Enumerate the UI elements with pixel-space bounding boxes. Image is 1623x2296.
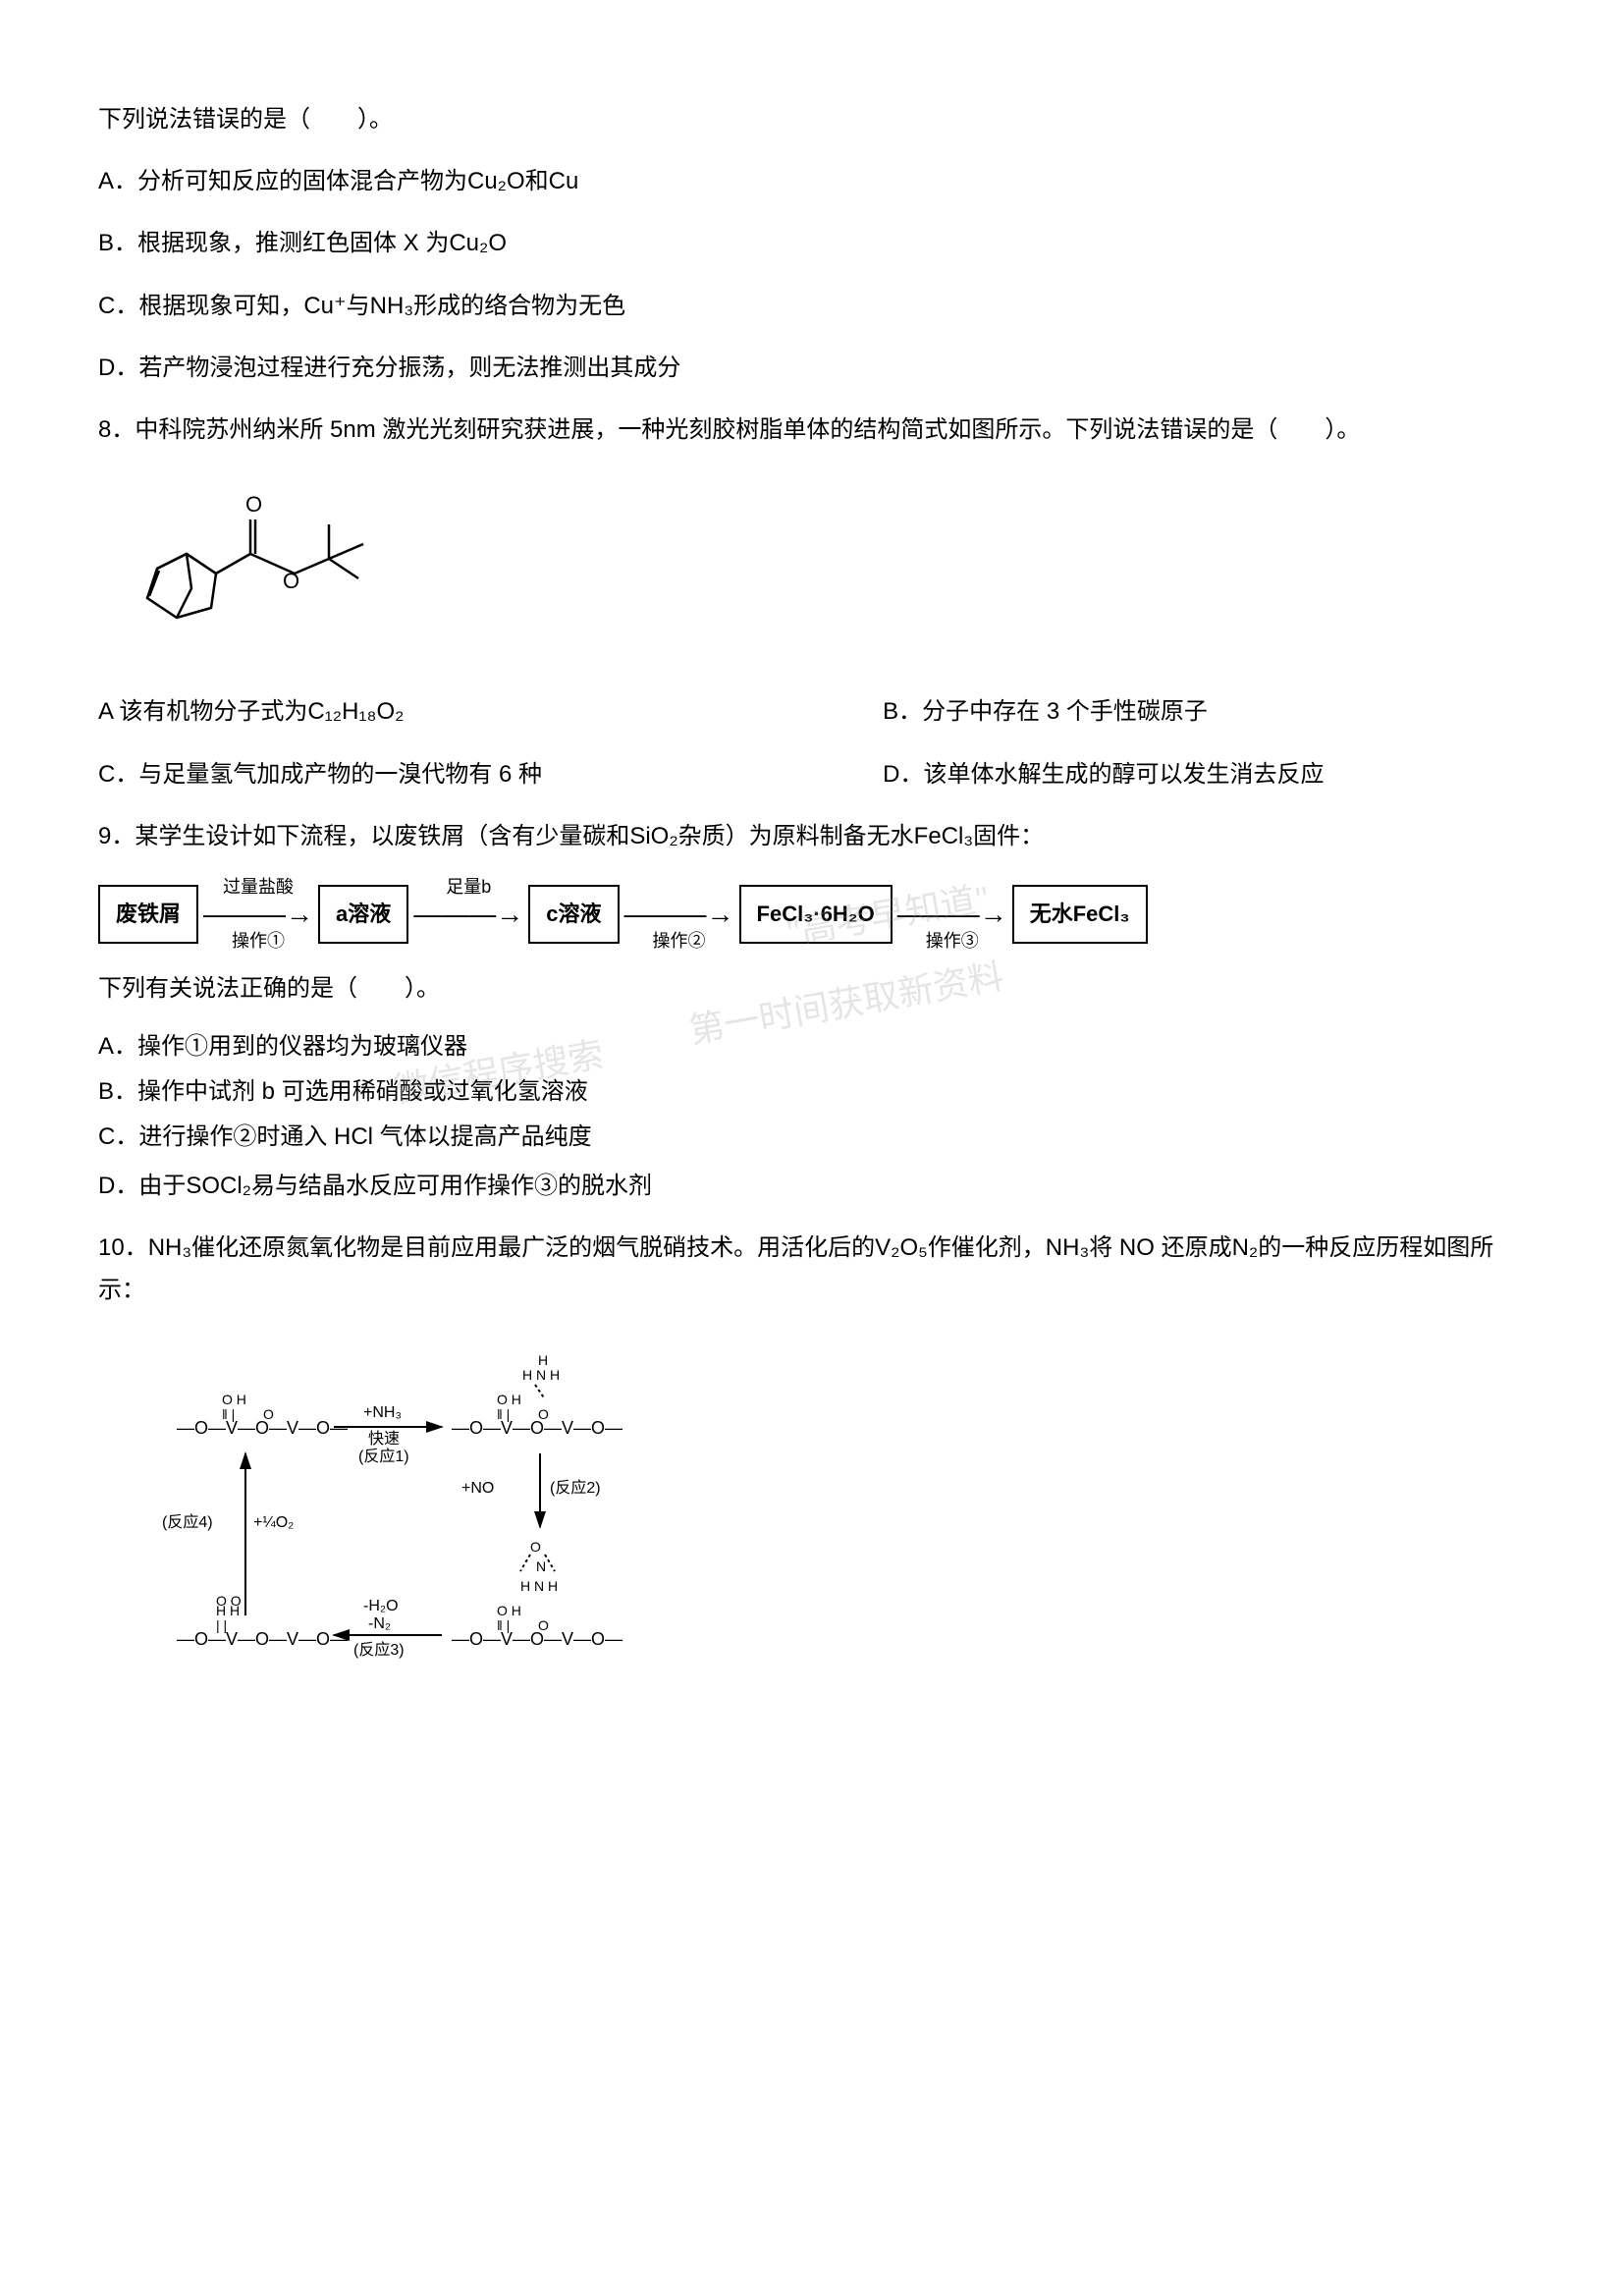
edge1-bottom: 操作① [232,931,285,953]
svg-text:快速: 快速 [368,1430,400,1448]
q9-stem: 9．某学生设计如下流程，以废铁屑（含有少量碳和SiO₂杂质）为原料制备无水FeC… [98,815,1525,857]
q7-option-d: D．若产物浸泡过程进行充分振荡，则无法推测出其成分 [98,347,1525,389]
q7-option-a: A．分析可知反应的固体混合产物为Cu₂O和Cu [98,160,1525,202]
q9-option-c: C．进行操作②时通入 HCl 气体以提高产品纯度 [98,1120,1525,1155]
q8-option-b: B．分子中存在 3 个手性碳原子 [883,690,1525,733]
flow-edge-1: 过量盐酸 ———→ 操作① [203,877,313,953]
q8-option-c: C．与足量氢气加成产物的一溴代物有 6 种 [98,753,883,795]
svg-text:+NH₃: +NH₃ [363,1404,402,1421]
svg-text:—O—V—O—V—O—: —O—V—O—V—O— [452,1629,622,1649]
svg-text:O H: O H [497,1392,521,1407]
svg-text:O: O [538,1406,549,1422]
svg-text:N: N [536,1558,546,1574]
arrow-icon: ———→ [413,898,523,931]
edge4-top [949,877,954,899]
flow-node-5: 无水FeCl₃ [1012,885,1148,944]
svg-text:H N H: H N H [520,1578,558,1594]
arrow-icon: ———→ [624,898,734,931]
svg-text:—O—V—O—V—O—: —O—V—O—V—O— [177,1629,348,1649]
flow-edge-2: 足量b ———→ [413,877,523,953]
svg-text:(反应2): (反应2) [550,1478,601,1497]
svg-text:-H₂O: -H₂O [363,1598,399,1614]
q9-flow-diagram: 废铁屑 过量盐酸 ———→ 操作① a溶液 足量b ———→ c溶液 ———→ … [98,877,1525,953]
q7-stem: 下列说法错误的是（ ）。 [98,98,1525,140]
edge4-bottom: 操作③ [926,931,979,953]
svg-text:O O: O O [216,1593,242,1609]
svg-text:O: O [263,1406,274,1422]
flow-node-4: FeCl₃·6H₂O [739,885,893,944]
svg-text:H: H [538,1352,548,1368]
flow-node-1: 废铁屑 [98,885,198,944]
q7-option-c: C．根据现象可知，Cu⁺与NH₃形成的络合物为无色 [98,285,1525,327]
flow-node-2: a溶液 [318,885,408,944]
flow-edge-4: ———→ 操作③ [897,877,1007,953]
arrow-icon: ———→ [897,898,1007,931]
edge2-top: 足量b [446,877,491,899]
edge3-bottom: 操作② [653,931,706,953]
q9-followup: 下列有关说法正确的是（ ）。 [98,967,1525,1010]
q10-stem: 10．NH₃催化还原氮氧化物是目前应用最广泛的烟气脱硝技术。用活化后的V₂O₅作… [98,1227,1525,1311]
svg-text:H N H: H N H [522,1367,560,1383]
q7-option-b: B．根据现象，推测红色固体 X 为Cu₂O [98,222,1525,264]
svg-text:+¼O₂: +¼O₂ [253,1514,294,1531]
edge3-top [676,877,681,899]
arrow-icon: ———→ [203,898,313,931]
svg-text:-N₂: -N₂ [368,1615,391,1632]
svg-text:‖ |: ‖ | [497,1617,510,1633]
flow-edge-3: ———→ 操作② [624,877,734,953]
q9-option-a: A．操作①用到的仪器均为玻璃仪器 [98,1029,1525,1065]
q8-stem: 8．中科院苏州纳米所 5nm 激光光刻研究获进展，一种光刻胶树脂单体的结构简式如… [98,409,1525,451]
edge2-bottom [466,931,471,953]
svg-text:(反应4): (反应4) [162,1512,213,1531]
edge1-top: 过量盐酸 [223,877,294,899]
svg-text:| |: | | [216,1617,227,1633]
svg-text:—O—V—O—V—O—: —O—V—O—V—O— [177,1418,348,1438]
svg-text:O: O [245,492,262,517]
q9-option-d: D．由于SOCl₂易与结晶水反应可用作操作③的脱水剂 [98,1165,1525,1207]
svg-text:O: O [538,1617,549,1633]
svg-text:‖ |: ‖ | [497,1406,510,1422]
q10-reaction-diagram: —O—V—O—V—O— O H ‖ | O —O—V—O—V—O— O H ‖ … [157,1331,1525,1696]
svg-text:—O—V—O—V—O—: —O—V—O—V—O— [452,1418,622,1438]
svg-text:‖ |: ‖ | [222,1406,235,1422]
svg-text:(反应1): (反应1) [358,1447,409,1465]
svg-text:O H: O H [497,1603,521,1618]
q9-option-b: B．操作中试剂 b 可选用稀硝酸或过氧化氢溶液 [98,1074,1525,1110]
svg-text:O: O [283,569,299,593]
q8-option-a: A 该有机物分子式为C₁₂H₁₈O₂ [98,690,883,733]
svg-text:O H: O H [222,1392,246,1407]
svg-text:O: O [530,1539,541,1555]
flow-node-3: c溶液 [528,885,619,944]
q8-molecule-diagram: O O [118,470,1525,661]
q8-option-d: D．该单体水解生成的醇可以发生消去反应 [883,753,1525,795]
svg-text:(反应3): (反应3) [353,1640,405,1659]
svg-text:+NO: +NO [461,1480,494,1497]
